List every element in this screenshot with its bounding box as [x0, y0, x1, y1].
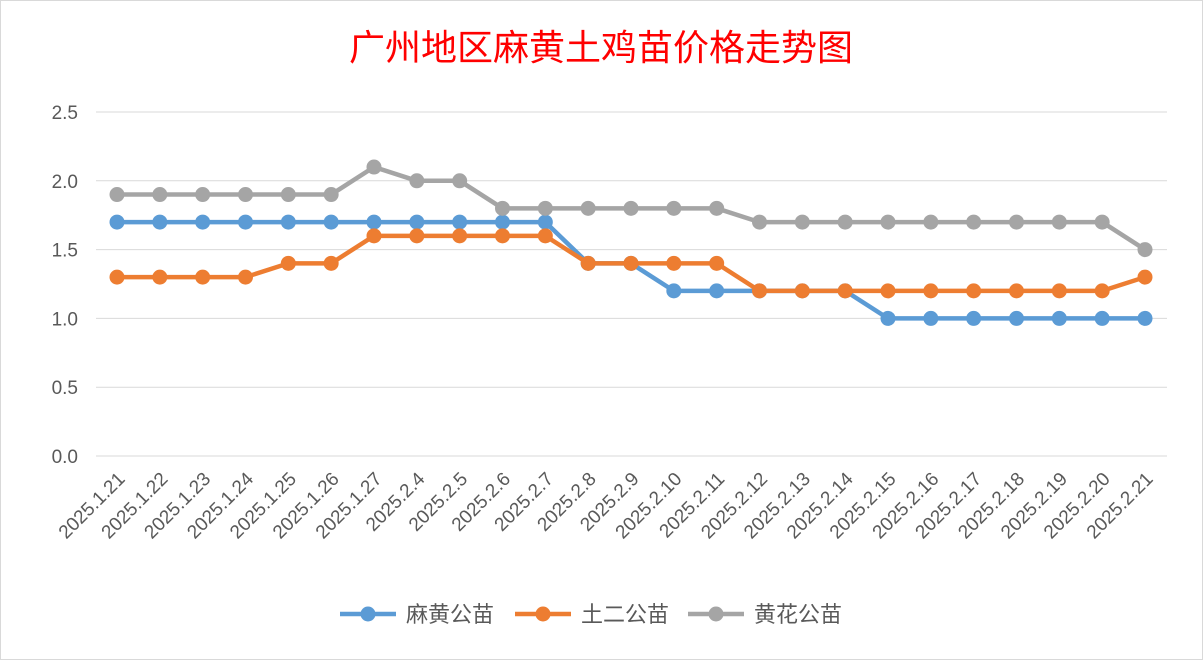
data-point	[666, 255, 682, 271]
data-point	[1009, 310, 1024, 326]
legend-item: 麻黄公苗	[340, 603, 494, 628]
data-point	[238, 214, 253, 230]
legend: 麻黄公苗 土二公苗 黄花公苗	[340, 603, 842, 628]
data-point	[709, 283, 725, 299]
y-tick-label: 0.5	[52, 378, 78, 399]
data-point	[409, 228, 425, 244]
data-point	[1009, 214, 1024, 230]
data-point	[195, 269, 211, 285]
data-point	[1051, 310, 1067, 326]
y-tick-label: 2.0	[52, 172, 78, 193]
data-point	[537, 200, 553, 216]
legend-swatch-marker	[708, 606, 724, 622]
data-point	[366, 228, 382, 244]
data-point	[709, 200, 725, 216]
data-point	[666, 283, 682, 299]
data-point	[666, 200, 682, 216]
data-point	[366, 214, 382, 230]
data-point	[1009, 283, 1024, 299]
y-tick-label: 1.0	[52, 309, 78, 330]
data-point	[966, 283, 982, 299]
gridlines	[96, 111, 1167, 457]
data-point	[537, 214, 553, 230]
data-point	[452, 173, 468, 189]
data-point	[1137, 242, 1153, 258]
series-lines	[109, 159, 1153, 326]
data-point	[495, 200, 510, 216]
data-point	[409, 173, 425, 189]
data-point	[709, 255, 725, 271]
data-point	[452, 228, 468, 244]
data-point	[152, 269, 168, 285]
data-point	[195, 187, 211, 203]
data-point	[323, 214, 339, 230]
data-point	[580, 200, 596, 216]
data-point	[409, 214, 425, 230]
data-point	[152, 214, 168, 230]
data-point	[1137, 269, 1153, 285]
y-tick-label: 0.0	[52, 447, 78, 468]
data-point	[1094, 283, 1110, 299]
data-point	[323, 255, 339, 271]
x-axis-ticks: 2025.1.212025.1.222025.1.232025.1.242025…	[55, 468, 1158, 543]
data-point	[580, 255, 596, 271]
data-point	[238, 187, 253, 203]
data-point	[109, 214, 125, 230]
data-point	[109, 269, 125, 285]
data-point	[794, 214, 810, 230]
data-point	[880, 283, 896, 299]
y-tick-label: 1.5	[52, 241, 78, 262]
data-point	[195, 214, 211, 230]
data-point	[1051, 283, 1067, 299]
series-line	[109, 159, 1153, 258]
y-tick-label: 2.5	[52, 103, 78, 124]
data-point	[537, 228, 553, 244]
data-point	[238, 269, 253, 285]
data-point	[1094, 310, 1110, 326]
data-point	[837, 214, 853, 230]
legend-item: 黄花公苗	[688, 603, 842, 628]
legend-label: 土二公苗	[581, 603, 669, 628]
legend-label: 麻黄公苗	[406, 603, 494, 628]
data-point	[495, 228, 510, 244]
data-point	[923, 283, 939, 299]
data-point	[452, 214, 468, 230]
data-point	[880, 214, 896, 230]
data-point	[623, 255, 639, 271]
data-point	[794, 283, 810, 299]
data-point	[837, 283, 853, 299]
legend-swatch-marker	[535, 606, 551, 622]
data-point	[280, 187, 296, 203]
legend-swatch-marker	[360, 606, 376, 622]
data-point	[880, 310, 896, 326]
data-point	[752, 283, 767, 299]
data-point	[366, 159, 382, 175]
data-point	[923, 214, 939, 230]
data-point	[152, 187, 168, 203]
y-axis-ticks: 0.0 0.5 1.0 1.5 2.0 2.5	[52, 103, 78, 468]
data-point	[495, 214, 510, 230]
data-point	[109, 187, 125, 203]
data-point	[623, 200, 639, 216]
legend-label: 黄花公苗	[754, 603, 842, 628]
data-point	[1094, 214, 1110, 230]
data-point	[966, 214, 982, 230]
data-point	[1051, 214, 1067, 230]
data-point	[280, 214, 296, 230]
data-point	[1137, 310, 1153, 326]
data-point	[966, 310, 982, 326]
data-point	[280, 255, 296, 271]
data-point	[923, 310, 939, 326]
series-line	[109, 228, 1153, 299]
data-point	[323, 187, 339, 203]
data-point	[752, 214, 767, 230]
legend-item: 土二公苗	[515, 603, 669, 628]
chart-title: 广州地区麻黄土鸡苗价格走势图	[349, 28, 853, 69]
